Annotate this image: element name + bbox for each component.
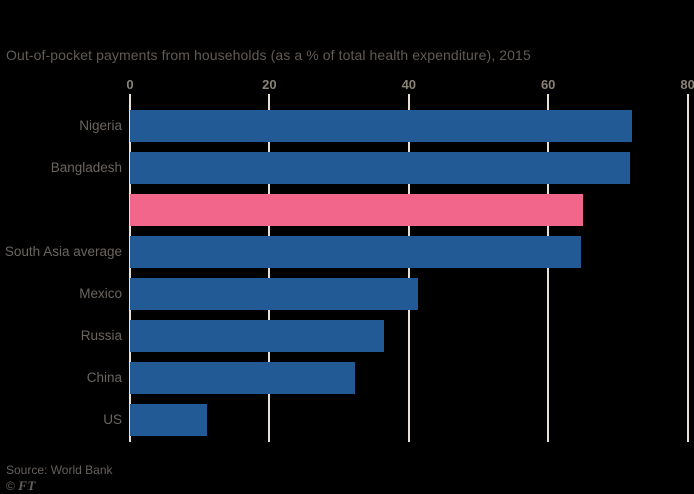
bar-mexico [130, 278, 418, 310]
ft-copyright: © FT [6, 478, 36, 494]
category-label-bangladesh: Bangladesh [50, 160, 122, 175]
bar-south-asia-average [130, 236, 581, 268]
gridline-20 [268, 94, 271, 442]
gridline-40 [407, 94, 410, 442]
copyright-symbol: © [6, 479, 15, 493]
gridline-80 [686, 94, 689, 442]
category-label-us: US [103, 412, 122, 427]
bar-highlighted-row [130, 194, 584, 226]
x-axis-tick-label-0: 0 [126, 77, 134, 92]
gridline-60 [547, 94, 550, 442]
x-axis-tick-label-80: 80 [680, 77, 694, 92]
ft-brand-logo: FT [18, 478, 36, 493]
x-axis-tick-label-60: 60 [540, 77, 556, 92]
category-label-china: China [86, 370, 122, 385]
bar-bangladesh [130, 152, 631, 184]
category-label-nigeria: Nigeria [79, 118, 122, 133]
category-label-south-asia-average: South Asia average [4, 244, 122, 259]
bar-russia [130, 320, 384, 352]
source-note: Source: World Bank [6, 463, 113, 477]
gridline-0 [129, 94, 131, 442]
bar-china [130, 362, 356, 394]
x-axis-tick-label-40: 40 [401, 77, 417, 92]
chart-title: Out-of-pocket payments from households (… [6, 47, 531, 63]
category-label-russia: Russia [80, 328, 122, 343]
bar-nigeria [130, 110, 632, 142]
x-axis-tick-label-20: 20 [262, 77, 277, 92]
category-label-mexico: Mexico [79, 286, 122, 301]
bar-us [130, 404, 208, 436]
